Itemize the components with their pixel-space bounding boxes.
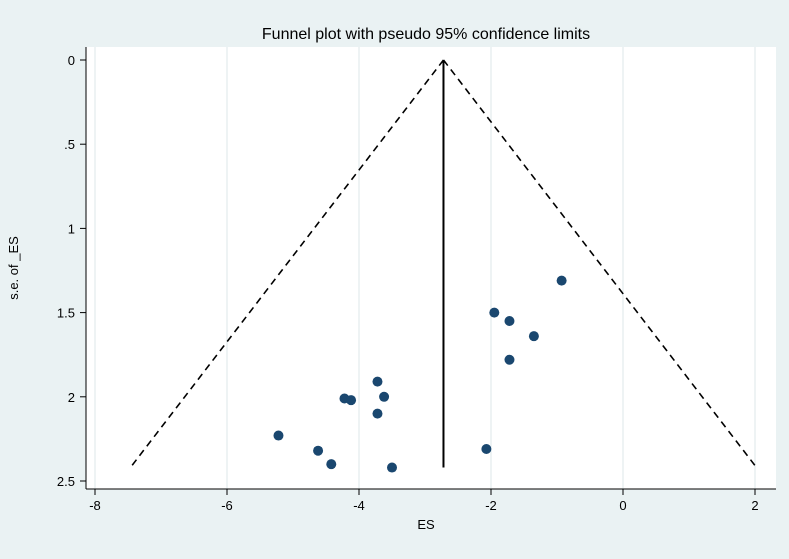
study-point [504, 316, 515, 327]
x-tick-label: 0 [619, 498, 626, 513]
y-tick-label: 1.5 [57, 306, 75, 321]
y-tick-label: 0 [68, 53, 75, 68]
study-point [346, 395, 357, 406]
chart-title: Funnel plot with pseudo 95% confidence l… [262, 26, 590, 43]
y-axis-label: s.e. of _ES [6, 236, 21, 300]
study-point [273, 430, 284, 441]
upper-confidence-limit [442, 59, 758, 469]
study-point [372, 408, 383, 419]
points-layer [273, 275, 567, 473]
lower-confidence-limit [129, 59, 445, 469]
study-point [481, 444, 492, 455]
y-tick-label: 2.5 [57, 474, 75, 489]
study-point [504, 354, 515, 365]
study-point [489, 307, 500, 318]
study-point [326, 459, 337, 470]
x-tick-label: 2 [751, 498, 758, 513]
y-tick-label: .5 [64, 137, 75, 152]
y-tick-label: 2 [68, 390, 75, 405]
x-tick-label: -4 [353, 498, 365, 513]
axes-layer: -8 -6 -4 -2 0 2 0 .5 1 1.5 2 2.5 [57, 47, 776, 513]
y-tick-label: 1 [68, 221, 75, 236]
study-point [528, 331, 539, 342]
plot-background [86, 47, 776, 489]
study-point [556, 275, 567, 286]
study-point [372, 376, 383, 387]
study-point [387, 462, 397, 473]
study-point [379, 391, 390, 402]
x-tick-label: -2 [485, 498, 497, 513]
x-tick-label: -8 [89, 498, 101, 513]
study-point [313, 445, 324, 456]
x-axis-label: ES [417, 517, 435, 532]
x-tick-label: -6 [221, 498, 233, 513]
funnel-layer [129, 59, 758, 469]
